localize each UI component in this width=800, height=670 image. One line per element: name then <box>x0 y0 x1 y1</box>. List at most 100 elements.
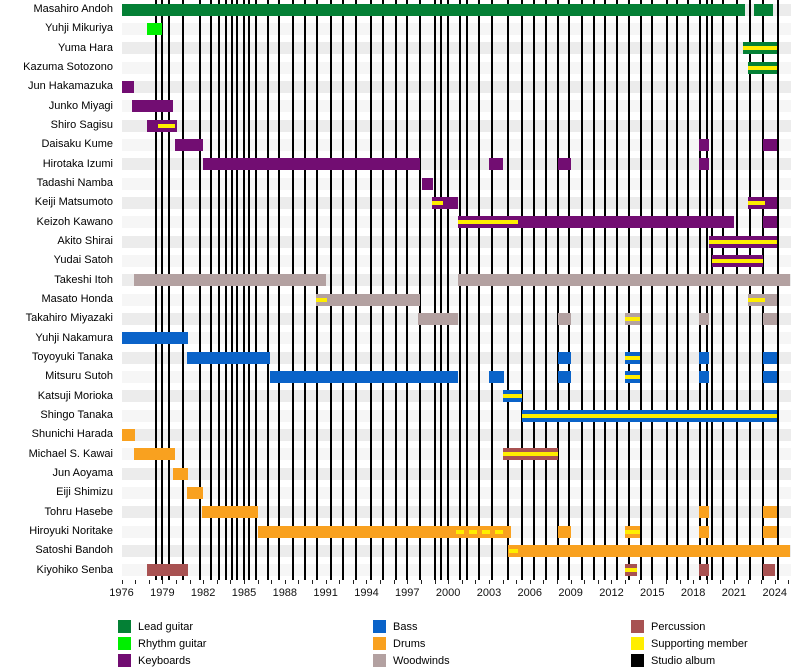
timeline-bar <box>173 467 189 480</box>
axis-tick <box>380 580 382 584</box>
studio-album-line <box>686 0 689 580</box>
legend-swatch-rhythm-guitar-icon <box>118 637 131 650</box>
studio-album-line <box>507 0 510 580</box>
studio-album-line <box>381 0 384 580</box>
timeline-bar <box>488 371 504 383</box>
member-label: Tadashi Namba <box>36 177 113 189</box>
legend-swatch-bass-icon <box>373 620 386 633</box>
studio-album-line <box>154 0 157 580</box>
member-label: Junko Miyagi <box>48 99 113 112</box>
row-band <box>121 235 791 248</box>
timeline-bar <box>762 313 778 325</box>
studio-album-line <box>199 0 202 580</box>
studio-album-line <box>592 0 595 580</box>
legend-item-keyboards: Keyboards <box>118 652 206 669</box>
supporting-member-stripe <box>625 375 641 379</box>
member-label: Masahiro Andoh <box>33 3 114 15</box>
timeline-bar <box>754 3 774 16</box>
row-band <box>121 61 791 74</box>
studio-album-line <box>433 0 436 580</box>
studio-album-line <box>168 0 171 580</box>
studio-album-line <box>230 0 233 580</box>
axis-tick <box>720 580 722 584</box>
axis-tick <box>448 580 450 584</box>
studio-album-line <box>242 0 245 580</box>
supporting-member-stripe <box>747 297 766 302</box>
member-label: Shiro Sagisu <box>50 119 113 131</box>
studio-album-line <box>580 0 583 580</box>
legend-column-3: Percussion Supporting member Studio albu… <box>631 618 748 669</box>
axis-year-label: 2012 <box>599 587 624 599</box>
axis-tick <box>434 580 436 584</box>
studio-album-line <box>705 0 708 580</box>
axis-tick <box>325 580 327 584</box>
timeline-bar <box>133 448 175 461</box>
timeline-bar <box>422 177 434 190</box>
timeline-bar <box>186 487 204 499</box>
axis-year-label: 2000 <box>435 587 461 599</box>
axis-tick <box>257 580 259 584</box>
legend-label: Rhythm guitar <box>138 637 207 650</box>
member-label: Jun Hakamazuka <box>28 80 113 93</box>
axis-tick <box>733 580 735 584</box>
timeline-bar <box>762 371 778 383</box>
studio-album-line <box>640 0 643 580</box>
row-band <box>121 100 791 113</box>
axis-year-label: 1994 <box>354 587 379 599</box>
axis-tick <box>407 580 409 584</box>
axis-tick <box>148 580 150 584</box>
legend-item-rhythm-guitar: Rhythm guitar <box>118 635 206 652</box>
timeline-bar <box>698 506 710 519</box>
axis-tick <box>652 580 654 584</box>
axis-tick <box>625 580 627 584</box>
studio-album-line <box>248 0 251 580</box>
row-band <box>121 139 791 151</box>
supporting-member-stripe <box>743 46 778 51</box>
legend-label: Woodwinds <box>393 654 450 667</box>
studio-album-line <box>218 0 221 580</box>
member-label: Kazuma Sotozono <box>23 61 113 73</box>
row-band <box>121 506 791 519</box>
row-band <box>121 23 791 35</box>
supporting-member-stripe <box>625 529 641 534</box>
axis-year-label: 2024 <box>762 587 788 599</box>
axis-tick <box>339 580 341 584</box>
studio-album-line <box>210 0 213 580</box>
timeline-bar <box>121 3 745 16</box>
timeline-bar <box>121 429 136 441</box>
axis-tick <box>488 580 490 584</box>
supporting-member-stripe <box>431 201 443 205</box>
studio-album-line <box>267 0 270 580</box>
supporting-member-stripe <box>456 529 507 534</box>
member-label: Yuhji Mikuriya <box>45 22 113 35</box>
legend-swatch-studio-album-icon <box>631 654 644 667</box>
member-label: Takeshi Itoh <box>54 273 113 286</box>
member-label: Shunichi Harada <box>31 428 113 441</box>
member-label: Eiji Shimizu <box>56 486 113 499</box>
axis-tick <box>230 580 232 584</box>
studio-album-line <box>698 0 701 580</box>
studio-album-line <box>722 0 725 580</box>
axis-tick <box>393 580 395 584</box>
axis-tick <box>706 580 708 584</box>
axis-tick <box>366 580 368 584</box>
member-label: Masato Honda <box>41 293 113 305</box>
studio-album-line <box>776 0 779 580</box>
legend-column-2: Bass Drums Woodwinds <box>373 618 450 669</box>
axis-year-label: 1991 <box>313 587 338 599</box>
timeline-bar <box>698 313 710 325</box>
axis-tick <box>597 580 599 584</box>
timeline-bar <box>558 313 571 325</box>
member-label: Toyoyuki Tanaka <box>31 351 113 363</box>
row-band <box>121 81 791 93</box>
studio-album-line <box>304 0 307 580</box>
axis-tick <box>774 580 776 584</box>
axis-tick <box>788 580 790 584</box>
timeline-bar <box>762 216 778 229</box>
axis-tick <box>271 580 273 584</box>
axis-tick <box>529 580 531 584</box>
timeline-bar <box>418 313 458 325</box>
member-label: Keizoh Kawano <box>36 215 113 228</box>
axis-year-label: 2021 <box>721 587 747 599</box>
timeline-bar <box>508 545 790 557</box>
